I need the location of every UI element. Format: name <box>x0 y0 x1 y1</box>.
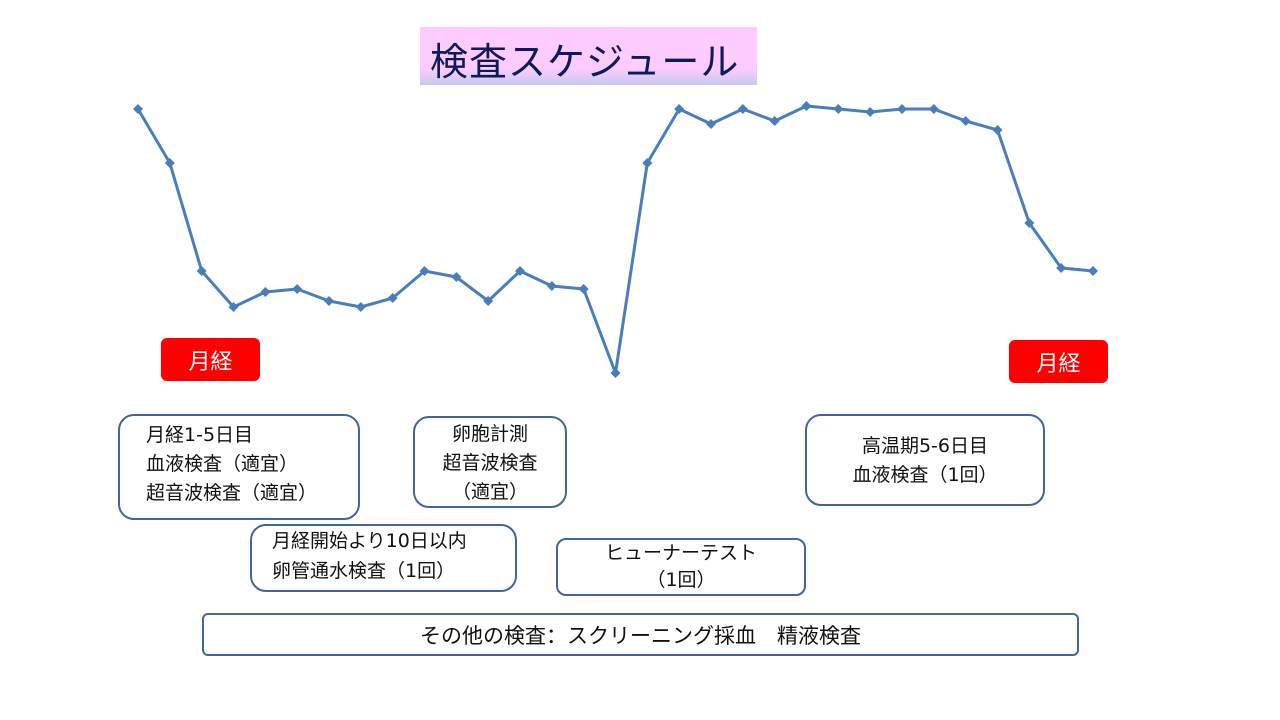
note-line: 超音波検査 <box>442 452 538 474</box>
note-line: 血液検査（1回） <box>852 464 998 486</box>
data-point-marker <box>737 104 748 114</box>
data-point-marker <box>133 104 143 114</box>
note-line: 超音波検査（適宜） <box>146 482 318 504</box>
note-line: ヒューナーテスト <box>604 542 757 564</box>
note-early-cycle: 月経1-5日目 血液検査（適宜） 超音波検査（適宜） <box>118 414 360 520</box>
data-point-marker <box>1056 263 1067 273</box>
data-point-marker <box>865 107 876 117</box>
temperature-line <box>136 104 1094 375</box>
menses-marker-end: 月経 <box>1009 340 1108 383</box>
data-point-marker <box>292 284 303 294</box>
title-box: 検査スケジュール <box>420 27 757 85</box>
data-point-marker <box>992 125 1003 135</box>
data-point-marker <box>228 302 239 312</box>
data-point-marker <box>674 104 685 114</box>
data-point-marker <box>483 296 494 306</box>
data-point-marker <box>164 158 175 168</box>
data-point-marker <box>515 266 525 276</box>
data-point-marker <box>546 281 557 291</box>
note-line: 月経1-5日目 <box>146 424 254 446</box>
data-point-marker <box>897 104 907 114</box>
data-point-marker <box>196 266 207 276</box>
other-tests-text: その他の検査：スクリーニング採血 精液検査 <box>420 623 861 648</box>
data-point-marker <box>1024 218 1035 228</box>
data-point-marker <box>419 266 430 276</box>
data-point-marker <box>451 272 462 282</box>
note-line: 高温期5-6日目 <box>861 435 989 457</box>
data-point-marker <box>833 104 844 114</box>
note-line: （適宜） <box>451 481 528 503</box>
data-point-marker <box>1088 266 1098 276</box>
data-point-marker <box>610 368 621 378</box>
note-line: 卵胞計測 <box>451 423 528 445</box>
data-point-marker <box>578 284 589 294</box>
data-point-marker <box>928 104 939 114</box>
note-line: 血液検査（適宜） <box>146 453 299 475</box>
note-follicle: 卵胞計測 超音波検査 （適宜） <box>413 416 567 508</box>
data-point-marker <box>769 116 780 126</box>
other-tests-box: その他の検査：スクリーニング採血 精液検査 <box>202 613 1079 656</box>
note-line: 月経開始より10日以内 <box>272 530 467 552</box>
note-luteal: 高温期5-6日目 血液検査（1回） <box>805 414 1045 506</box>
data-point-marker <box>355 302 366 312</box>
data-point-marker <box>642 158 653 168</box>
data-point-marker <box>801 101 812 111</box>
note-hsg: 月経開始より10日以内 卵管通水検査（1回） <box>250 524 517 592</box>
note-line: （1回） <box>646 569 716 591</box>
data-point-marker <box>260 287 271 297</box>
note-huhner: ヒューナーテスト （1回） <box>556 538 806 596</box>
note-line: 卵管通水検査（1回） <box>272 560 456 582</box>
menses-marker-start: 月経 <box>161 338 260 381</box>
data-point-marker <box>387 293 398 303</box>
page-title: 検査スケジュール <box>430 40 740 84</box>
data-point-marker <box>324 296 334 306</box>
data-point-marker <box>960 116 971 126</box>
data-point-marker <box>706 119 716 129</box>
